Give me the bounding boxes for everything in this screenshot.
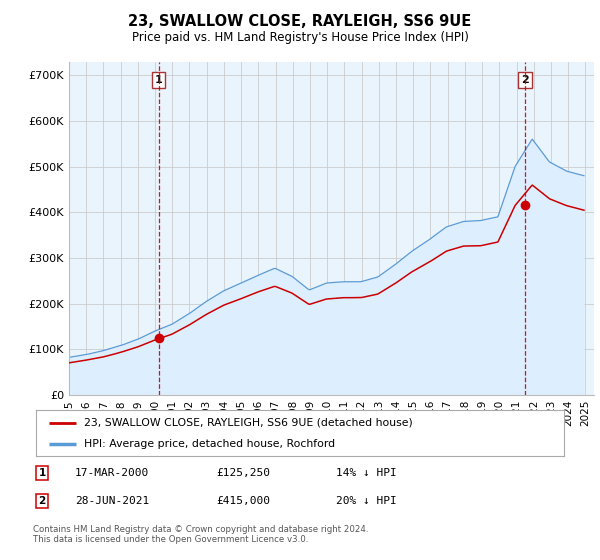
Text: HPI: Average price, detached house, Rochford: HPI: Average price, detached house, Roch… [83, 439, 335, 449]
Text: 2: 2 [38, 496, 46, 506]
Text: Price paid vs. HM Land Registry's House Price Index (HPI): Price paid vs. HM Land Registry's House … [131, 31, 469, 44]
Text: 28-JUN-2021: 28-JUN-2021 [75, 496, 149, 506]
Text: 23, SWALLOW CLOSE, RAYLEIGH, SS6 9UE: 23, SWALLOW CLOSE, RAYLEIGH, SS6 9UE [128, 14, 472, 29]
Text: 2: 2 [521, 75, 529, 85]
Text: £125,250: £125,250 [216, 468, 270, 478]
Text: 17-MAR-2000: 17-MAR-2000 [75, 468, 149, 478]
Text: 23, SWALLOW CLOSE, RAYLEIGH, SS6 9UE (detached house): 23, SWALLOW CLOSE, RAYLEIGH, SS6 9UE (de… [83, 418, 412, 428]
Text: 14% ↓ HPI: 14% ↓ HPI [336, 468, 397, 478]
Text: Contains HM Land Registry data © Crown copyright and database right 2024.
This d: Contains HM Land Registry data © Crown c… [33, 525, 368, 544]
Text: 1: 1 [38, 468, 46, 478]
Text: £415,000: £415,000 [216, 496, 270, 506]
Text: 1: 1 [155, 75, 163, 85]
Text: 20% ↓ HPI: 20% ↓ HPI [336, 496, 397, 506]
